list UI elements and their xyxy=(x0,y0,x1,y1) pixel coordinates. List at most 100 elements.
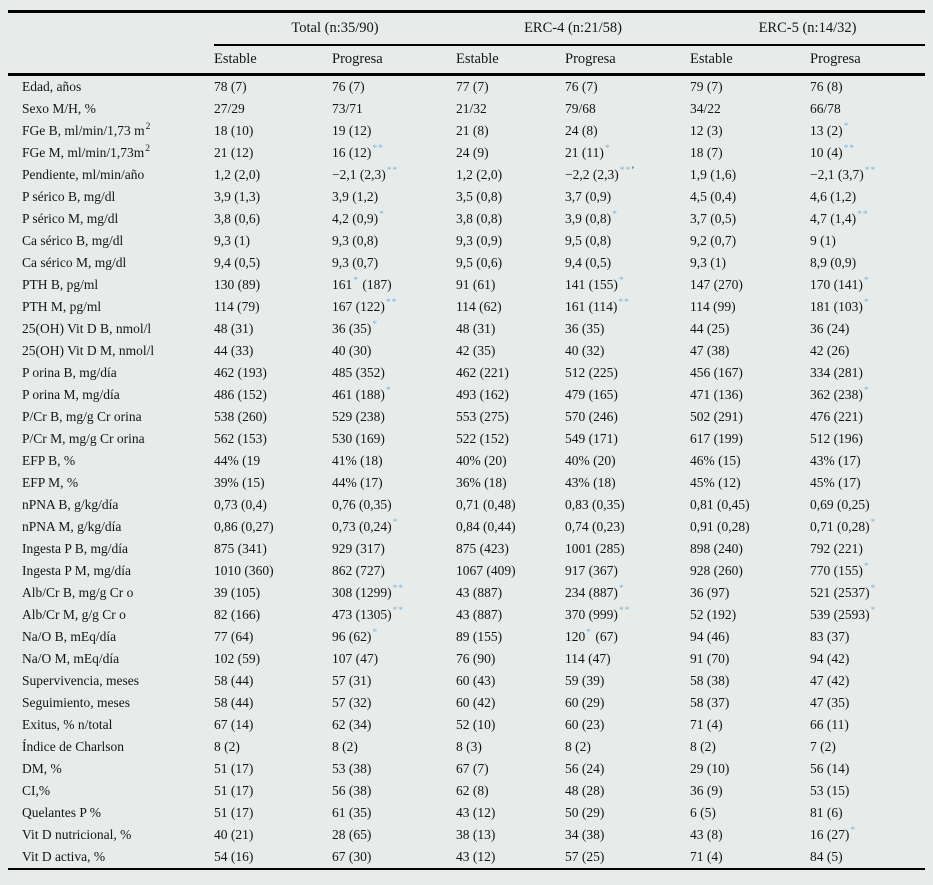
significance-marker: * xyxy=(353,276,359,286)
table-cell: 43 (8) xyxy=(690,827,723,842)
table-cell: 36% (18) xyxy=(456,475,507,490)
table-row: Supervivencia, meses 58 (44) 57 (31) 60 (43… xyxy=(8,670,925,692)
row-label: 25(OH) Vit D B, nmol/l xyxy=(22,321,152,336)
table-cell: 0,73 (0,24)* xyxy=(332,518,399,534)
table-cell: 521 (2537)* xyxy=(810,584,877,600)
significance-marker: * xyxy=(870,606,877,616)
table-cell: 617 (199) xyxy=(690,431,743,446)
table-cell: 107 (47) xyxy=(332,651,379,666)
table-cell: 538 (260) xyxy=(214,409,267,424)
table-cell: 47 (35) xyxy=(810,695,850,710)
table-cell: 43% (17) xyxy=(810,453,861,468)
table-cell: 51 (17) xyxy=(214,783,254,798)
sub-header-estable-erc5: Estable xyxy=(690,45,810,76)
table-cell: 36 (24) xyxy=(810,321,850,336)
significance-marker: 2 xyxy=(145,144,152,154)
row-label: Ca sérico M, mg/dl xyxy=(22,255,127,270)
table-cell: 3,8 (0,6) xyxy=(214,211,261,226)
table-cell: 79 (7) xyxy=(690,79,723,94)
table-cell: 0,73 (0,4) xyxy=(214,497,267,512)
table-cell: 334 (281) xyxy=(810,365,863,380)
row-label: Na/O B, mEq/día xyxy=(22,629,117,644)
table-cell: 0,84 (0,44) xyxy=(456,519,516,534)
table-cell: 0,83 (0,35) xyxy=(565,497,625,512)
table-cell: 77 (7) xyxy=(456,79,489,94)
table-cell: 27/29 xyxy=(214,101,245,116)
row-label: Vit D activa, % xyxy=(22,849,106,864)
table-cell: 362 (238)* xyxy=(810,386,870,402)
table-cell: 473 (1305)** xyxy=(332,606,405,622)
table-cell: 57 (25) xyxy=(565,849,605,864)
table-cell: 3,8 (0,8) xyxy=(456,211,503,226)
row-label: Supervivencia, meses xyxy=(22,673,139,688)
table-cell: 28 (65) xyxy=(332,827,372,842)
row-label: Alb/Cr B, mg/g Cr o xyxy=(22,585,134,600)
table-row: Seguimiento, meses 58 (44) 57 (32) 60 (42) 6… xyxy=(8,692,925,714)
table-cell: 130 (89) xyxy=(214,277,261,292)
table-cell: 21/32 xyxy=(456,101,487,116)
significance-marker: * xyxy=(372,628,379,638)
table-cell: 48 (31) xyxy=(214,321,254,336)
group-header-erc4: ERC-4 (n:21/58) xyxy=(456,11,690,46)
table-cell: 40% (20) xyxy=(565,453,616,468)
table-row: 25(OH) Vit D B, nmol/l 48 (31) 36 (35)* 48 … xyxy=(8,318,925,340)
significance-marker: * xyxy=(618,276,625,286)
table-cell: 18 (7) xyxy=(690,145,723,160)
significance-marker: * xyxy=(850,826,857,836)
table-cell: 9,3 (0,9) xyxy=(456,233,503,248)
row-label: Quelantes P % xyxy=(22,805,101,820)
sub-header-estable-erc4: Estable xyxy=(456,45,565,76)
significance-marker: **’ xyxy=(619,166,636,176)
table-cell: 36 (9) xyxy=(690,783,723,798)
table-cell: 24 (8) xyxy=(565,123,598,138)
table-row: Ingesta P B, mg/día 875 (341) 929 (317) 875… xyxy=(8,538,925,560)
table-cell: 16 (27)* xyxy=(810,826,857,842)
table-cell: 530 (169) xyxy=(332,431,385,446)
row-label: CI,% xyxy=(22,783,51,798)
row-label: P orina B, mg/día xyxy=(22,365,117,380)
table-cell: 67 (30) xyxy=(332,849,372,864)
table-cell: 9 (1) xyxy=(810,233,836,248)
table-row: Na/O M, mEq/día 102 (59) 107 (47) 76 (90) 11… xyxy=(8,648,925,670)
table-cell: 479 (165) xyxy=(565,387,618,402)
clinical-data-table: Total (n:35/90) ERC-4 (n:21/58) ERC-5 (n… xyxy=(8,10,925,870)
table-cell: 170 (141)* xyxy=(810,276,870,292)
significance-marker: * xyxy=(863,386,870,396)
table-row: FGe B, ml/min/1,73 m2 18 (10) 19 (12) 21 (8… xyxy=(8,120,925,142)
table-row: P orina B, mg/día 462 (193) 485 (352) 462 (… xyxy=(8,362,925,384)
table-cell: 34/22 xyxy=(690,101,721,116)
table-cell: −2,2 (2,3)**’ xyxy=(565,166,636,182)
row-label: Sexo M/H, % xyxy=(22,101,96,116)
table-cell: 917 (367) xyxy=(565,563,618,578)
table-cell: 0,86 (0,27) xyxy=(214,519,274,534)
table-cell: 9,4 (0,5) xyxy=(565,255,612,270)
table-cell: 9,3 (1) xyxy=(214,233,250,248)
significance-marker: ** xyxy=(372,144,384,154)
table-cell: 24 (9) xyxy=(456,145,489,160)
table-cell: 1010 (360) xyxy=(214,563,274,578)
table-cell: 539 (2593)* xyxy=(810,606,877,622)
table-cell: 8 (2) xyxy=(214,739,240,754)
row-label: Ingesta P B, mg/día xyxy=(22,541,128,556)
table-row: Alb/Cr M, g/g Cr o 82 (166) 473 (1305)** 43… xyxy=(8,604,925,626)
table-cell: 34 (38) xyxy=(565,827,605,842)
table-cell: 91 (70) xyxy=(690,651,730,666)
table-cell: 8 (2) xyxy=(332,739,358,754)
table-cell: 52 (192) xyxy=(690,607,737,622)
table-cell: 0,74 (0,23) xyxy=(565,519,625,534)
table-row: Índice de Charlson 8 (2) 8 (2) 8 (3) 8 (2) 8 … xyxy=(8,736,925,758)
table-cell: 61 (35) xyxy=(332,805,372,820)
significance-marker: ** xyxy=(843,144,856,154)
table-cell: 47 (38) xyxy=(690,343,730,358)
table-cell: 9,2 (0,7) xyxy=(690,233,737,248)
table-cell: 8 (2) xyxy=(565,739,591,754)
significance-marker: 2 xyxy=(145,122,152,132)
table-row: P sérico M, mg/dl 3,8 (0,6) 4,2 (0,9)* 3,8 … xyxy=(8,208,925,230)
table-row: FGe M, ml/min/1,73m2 21 (12) 16 (12)** 24 (… xyxy=(8,142,925,164)
row-label: nPNA M, g/kg/día xyxy=(22,519,122,534)
table-row: Edad, años 78 (7) 76 (7) 77 (7) 76 (7) 79 (7)… xyxy=(8,75,925,99)
table-row: Vit D nutricional, % 40 (21) 28 (65) 38 (13… xyxy=(8,824,925,846)
table-cell: 44 (25) xyxy=(690,321,730,336)
table-cell: −2,1 (3,7)** xyxy=(810,166,877,182)
significance-marker: * xyxy=(379,210,385,220)
